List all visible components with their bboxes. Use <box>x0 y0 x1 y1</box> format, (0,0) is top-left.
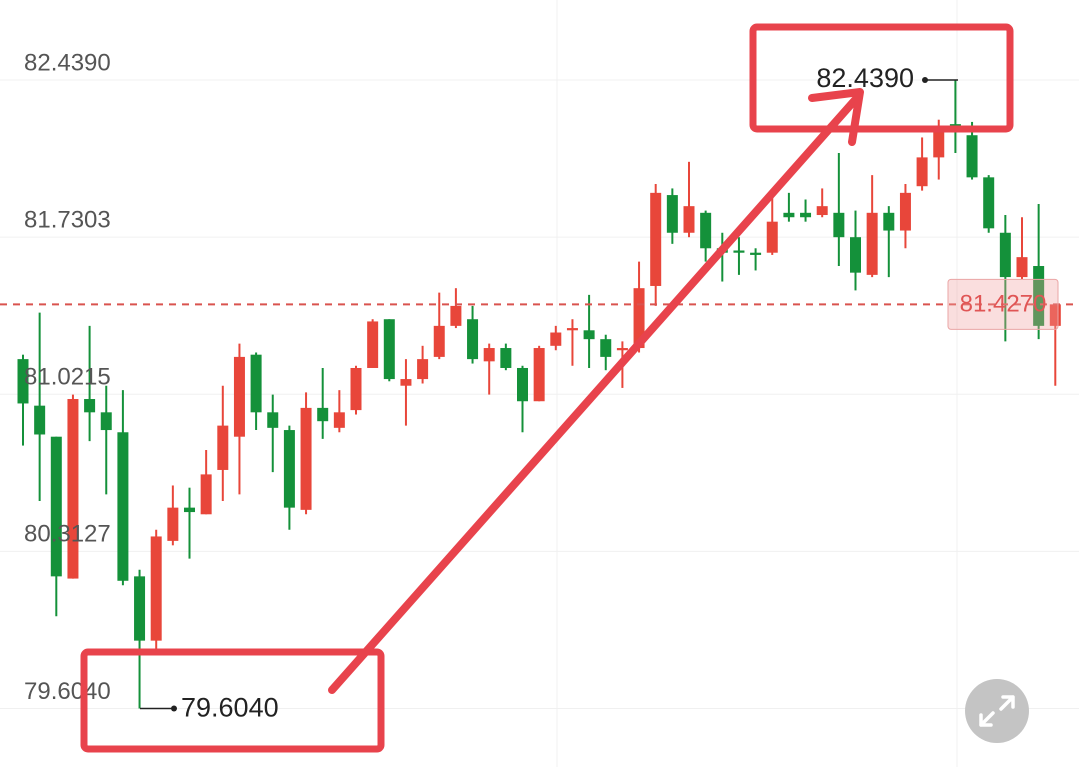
candle-body <box>999 232 1011 278</box>
y-tick-label: 82.4390 <box>24 49 111 76</box>
candle-body <box>850 237 861 273</box>
low-marker-label: 79.6040 <box>181 693 279 723</box>
candle-body <box>367 321 379 368</box>
candle-body <box>467 319 479 360</box>
candle-body <box>633 288 645 349</box>
labels: 82.4390 81.7303 81.0215 80.3127 79.6040 81.42… <box>0 49 1079 723</box>
candle-body <box>899 192 911 231</box>
last-price-tag <box>947 278 1059 330</box>
candle-body <box>117 432 129 581</box>
candle-body <box>283 430 295 508</box>
candle-body <box>700 212 712 249</box>
candle-body <box>250 354 262 413</box>
candle-body <box>566 328 578 331</box>
candle-body <box>550 332 562 346</box>
expand-icon <box>979 695 1015 727</box>
candle-body <box>1033 266 1045 326</box>
last-price-label: 81.4270 <box>960 291 1047 318</box>
candle-body <box>100 412 112 431</box>
candle-body <box>350 367 362 411</box>
arrow-head <box>808 88 864 146</box>
highlight-box <box>749 23 1014 133</box>
candle-body <box>650 192 662 286</box>
candle-body <box>1016 257 1028 278</box>
candle-body <box>167 507 179 541</box>
candle-body <box>300 407 312 510</box>
candle-body <box>150 536 162 641</box>
candle-body <box>883 212 895 231</box>
candle-body <box>666 195 678 233</box>
candle-body <box>217 425 229 470</box>
candle-body <box>417 359 429 380</box>
high-marker-label: 82.4390 <box>816 63 914 93</box>
candle-body <box>616 348 628 351</box>
candle-body <box>333 412 345 428</box>
candle-body <box>800 212 812 218</box>
y-tick-label: 81.0215 <box>24 364 111 391</box>
candle-body <box>50 436 62 577</box>
expand-button-bg[interactable] <box>965 679 1029 743</box>
candle-body <box>34 405 46 435</box>
candle-body <box>233 356 245 437</box>
candle-body <box>317 407 329 422</box>
expand-button[interactable] <box>965 679 1029 743</box>
candle-body <box>400 379 412 386</box>
arrow <box>328 96 859 694</box>
candle-body <box>750 252 762 255</box>
candle-body <box>916 157 928 187</box>
candle-body <box>184 507 195 513</box>
candle-body <box>600 339 612 357</box>
candle-body <box>67 399 79 579</box>
candle-body <box>933 130 945 158</box>
candle-body <box>816 206 828 216</box>
candle-body <box>533 348 545 402</box>
low-marker-dot <box>171 705 177 712</box>
candle-body <box>733 250 745 253</box>
candle-body <box>517 367 528 402</box>
candle-body <box>84 399 96 413</box>
candle-body <box>783 212 795 218</box>
candle-body <box>450 305 462 326</box>
highlight-box <box>80 648 385 753</box>
candle-body <box>200 474 212 515</box>
candle-body <box>500 348 512 368</box>
candles <box>17 80 1061 709</box>
y-tick-label: 79.6040 <box>24 678 111 705</box>
candle-body <box>966 135 978 178</box>
candle-body <box>866 212 878 275</box>
candle-body <box>1049 304 1061 326</box>
candle-body <box>134 576 146 641</box>
y-tick-label: 80.3127 <box>24 521 111 548</box>
candle-body <box>17 359 29 404</box>
candle-body <box>383 319 395 380</box>
candle-body <box>983 177 995 229</box>
candle-body <box>483 348 495 362</box>
candle-body <box>267 412 279 428</box>
candle-body <box>833 212 845 238</box>
y-tick-label: 81.7303 <box>24 206 111 233</box>
high-marker-dot <box>922 77 928 84</box>
candle-body <box>766 221 778 253</box>
candle-body <box>433 325 445 357</box>
candle-body <box>583 330 595 340</box>
candle-body <box>683 206 695 233</box>
